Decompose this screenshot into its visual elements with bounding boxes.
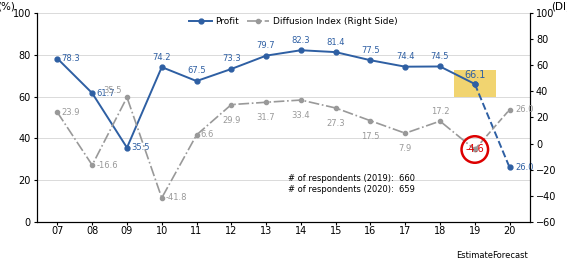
Text: 82.3: 82.3 [291, 36, 310, 45]
Text: 31.7: 31.7 [257, 113, 276, 122]
Text: 77.5: 77.5 [361, 46, 380, 55]
Text: 66.1: 66.1 [464, 70, 485, 80]
Text: 17.5: 17.5 [361, 132, 380, 141]
Text: 17.2: 17.2 [431, 107, 449, 116]
Text: -41.8: -41.8 [166, 193, 188, 202]
Text: 74.4: 74.4 [396, 52, 414, 61]
FancyBboxPatch shape [454, 70, 496, 97]
Text: -4.6: -4.6 [466, 145, 484, 154]
Text: Forecast: Forecast [492, 251, 527, 260]
Text: 74.2: 74.2 [153, 53, 171, 62]
Text: (DI): (DI) [551, 1, 567, 11]
Text: 33.4: 33.4 [291, 111, 310, 120]
Text: 74.5: 74.5 [431, 52, 449, 61]
Text: 26.0: 26.0 [515, 105, 534, 114]
Text: 78.3: 78.3 [62, 54, 81, 63]
Text: 81.4: 81.4 [327, 37, 345, 47]
Text: 79.7: 79.7 [257, 41, 276, 50]
Text: 73.3: 73.3 [222, 54, 241, 63]
Text: # of respondents (2019):  660
# of respondents (2020):  659: # of respondents (2019): 660 # of respon… [289, 174, 416, 194]
Text: 35.5: 35.5 [131, 143, 150, 152]
Text: 27.3: 27.3 [327, 119, 345, 128]
Text: 6.6: 6.6 [201, 131, 214, 139]
Text: 67.5: 67.5 [187, 67, 206, 75]
Legend: Profit, Diffusion Index (Right Side): Profit, Diffusion Index (Right Side) [186, 14, 401, 30]
Text: (%): (%) [0, 1, 15, 11]
Text: 61.7: 61.7 [96, 89, 115, 98]
Text: Estimate: Estimate [456, 251, 493, 260]
Text: 7.9: 7.9 [399, 144, 412, 153]
Text: -16.6: -16.6 [96, 161, 118, 170]
Text: 23.9: 23.9 [62, 108, 80, 117]
Text: 26.0: 26.0 [515, 163, 534, 172]
Text: 29.9: 29.9 [222, 116, 240, 125]
Text: 35.5: 35.5 [103, 86, 121, 95]
